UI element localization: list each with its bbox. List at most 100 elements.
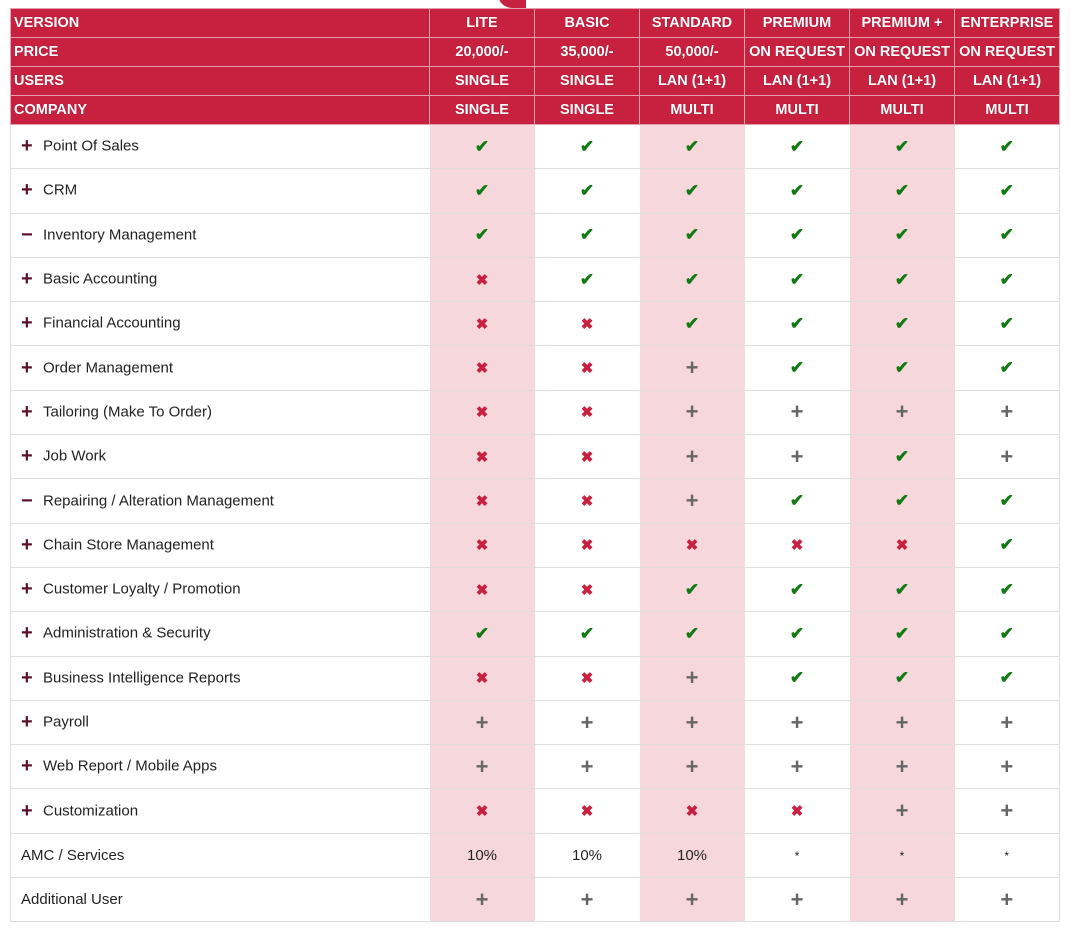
feature-row: − Inventory Management ✔ ✔ ✔ ✔ ✔ ✔ xyxy=(10,212,1060,258)
feature-name-cell[interactable]: + Business Intelligence Reports xyxy=(10,655,430,701)
feature-name-cell[interactable]: + Point Of Sales xyxy=(10,123,430,169)
feature-cell: * xyxy=(744,832,850,878)
feature-label: Payroll xyxy=(43,713,89,731)
feature-cell: ✔ xyxy=(639,566,745,612)
check-icon: ✔ xyxy=(999,358,1014,378)
feature-cell: 10% xyxy=(639,832,745,878)
feature-row: + Point Of Sales ✔ ✔ ✔ ✔ ✔ ✔ xyxy=(10,123,1060,169)
header-cell: 20,000/- xyxy=(429,37,535,67)
expand-icon[interactable]: + xyxy=(21,312,33,335)
plus-icon: + xyxy=(475,753,489,779)
feature-cell: ✖ xyxy=(534,478,640,524)
check-icon: ✔ xyxy=(789,180,805,200)
feature-cell: + xyxy=(849,788,955,834)
feature-name-cell[interactable]: + Payroll xyxy=(10,699,430,745)
feature-name-cell[interactable]: + Order Management xyxy=(10,345,430,391)
feature-name-cell[interactable]: + Basic Accounting xyxy=(10,256,430,302)
feature-cell: 10% xyxy=(534,832,640,878)
feature-name-cell[interactable]: + Chain Store Management xyxy=(10,522,430,568)
expand-icon[interactable]: + xyxy=(21,400,33,423)
check-icon: ✔ xyxy=(579,623,595,643)
feature-cell: ✖ xyxy=(429,256,535,302)
feature-cell: * xyxy=(954,832,1060,878)
header-row-users: USERS SINGLE SINGLE LAN (1+1) LAN (1+1) LAN (… xyxy=(10,66,1060,96)
feature-label: Order Management xyxy=(43,359,174,377)
feature-name-cell: AMC / Services xyxy=(10,832,430,878)
feature-cell: ✔ xyxy=(954,345,1060,391)
header-row-price: PRICE 20,000/- 35,000/- 50,000/- ON REQUEST O… xyxy=(10,37,1060,67)
expand-icon[interactable]: + xyxy=(21,711,33,733)
feature-row: + Job Work ✖ ✖ + + ✔ + xyxy=(10,434,1060,479)
collapse-icon[interactable]: − xyxy=(21,489,33,512)
feature-cell: ✖ xyxy=(744,522,850,568)
cross-icon: ✖ xyxy=(580,581,594,599)
cross-icon: ✖ xyxy=(790,537,804,555)
feature-cell: ✔ xyxy=(744,566,850,612)
feature-name-cell[interactable]: − Repairing / Alteration Management xyxy=(10,478,430,524)
check-icon: ✔ xyxy=(789,358,805,378)
check-icon: ✔ xyxy=(789,269,805,289)
expand-icon[interactable]: + xyxy=(21,268,33,291)
feature-name-cell[interactable]: + Customer Loyalty / Promotion xyxy=(10,566,430,612)
feature-cell: ✖ xyxy=(534,655,640,701)
feature-name-cell[interactable]: + Administration & Security xyxy=(10,611,430,657)
expand-icon[interactable]: + xyxy=(21,799,33,822)
plus-icon: + xyxy=(1000,443,1014,469)
expand-icon[interactable]: + xyxy=(21,179,33,202)
expand-icon[interactable]: + xyxy=(21,666,33,689)
expand-icon[interactable]: + xyxy=(21,578,33,601)
header-cell: ON REQUEST xyxy=(744,37,850,67)
feature-name-cell[interactable]: + Tailoring (Make To Order) xyxy=(10,389,430,435)
header-cell: BASIC xyxy=(534,8,640,38)
feature-cell: ✔ xyxy=(849,611,955,657)
header-cell: STANDARD xyxy=(639,8,745,38)
check-icon: ✔ xyxy=(474,136,490,156)
feature-cell: + xyxy=(954,389,1060,435)
check-icon: ✔ xyxy=(999,623,1014,643)
feature-label: Business Intelligence Reports xyxy=(43,669,241,687)
feature-label: Additional User xyxy=(21,891,123,909)
feature-cell: ✖ xyxy=(429,788,535,834)
feature-label: Chain Store Management xyxy=(43,536,214,554)
feature-cell: ✔ xyxy=(849,256,955,302)
feature-cell: * xyxy=(849,832,955,878)
header-label: USERS xyxy=(10,66,430,96)
check-icon: ✔ xyxy=(579,180,595,200)
expand-icon[interactable]: + xyxy=(21,622,33,645)
plus-icon: + xyxy=(685,753,699,779)
feature-cell: + xyxy=(534,877,640,923)
feature-name-cell[interactable]: − Inventory Management xyxy=(10,212,430,258)
check-icon: ✔ xyxy=(999,180,1014,200)
feature-cell: + xyxy=(534,699,640,745)
feature-cell: ✔ xyxy=(954,256,1060,302)
plus-icon: + xyxy=(475,709,489,735)
feature-name-cell[interactable]: + Web Report / Mobile Apps xyxy=(10,744,430,789)
header-label: PRICE xyxy=(10,37,430,67)
check-icon: ✔ xyxy=(999,668,1014,688)
feature-cell: + xyxy=(954,744,1060,789)
feature-cell: ✔ xyxy=(849,478,955,524)
expand-icon[interactable]: + xyxy=(21,135,33,158)
feature-cell: ✖ xyxy=(534,389,640,435)
plus-icon: + xyxy=(475,886,489,912)
feature-cell: ✔ xyxy=(744,611,850,657)
feature-cell: ✔ xyxy=(849,168,955,214)
expand-icon[interactable]: + xyxy=(21,755,33,778)
feature-name-cell[interactable]: + Job Work xyxy=(10,434,430,479)
feature-cell: ✔ xyxy=(429,123,535,169)
check-icon: ✔ xyxy=(789,623,805,643)
expand-icon[interactable]: + xyxy=(21,356,33,379)
feature-name-cell[interactable]: + Customization xyxy=(10,788,430,834)
feature-cell: + xyxy=(954,877,1060,923)
expand-icon[interactable]: + xyxy=(21,445,33,468)
feature-cell: ✔ xyxy=(639,212,745,258)
collapse-icon[interactable]: − xyxy=(21,223,33,246)
feature-label: Customer Loyalty / Promotion xyxy=(43,580,241,598)
feature-name-cell[interactable]: + CRM xyxy=(10,168,430,214)
feature-cell: ✖ xyxy=(534,522,640,568)
feature-name-cell[interactable]: + Financial Accounting xyxy=(10,301,430,346)
feature-cell: ✔ xyxy=(534,168,640,214)
check-icon: ✔ xyxy=(894,225,910,245)
header-row-company: COMPANY SINGLE SINGLE MULTI MULTI MULTI MULTI xyxy=(10,95,1060,125)
expand-icon[interactable]: + xyxy=(21,533,33,556)
